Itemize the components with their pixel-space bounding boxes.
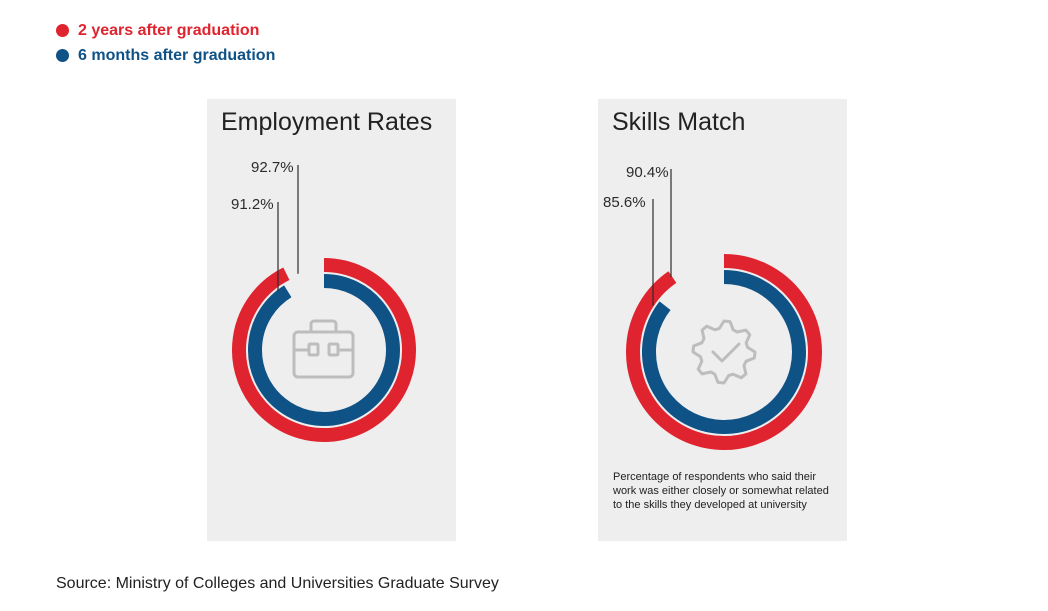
employment-6-months-value: 91.2% (231, 196, 274, 213)
legend-label-6-months: 6 months after graduation (78, 46, 276, 64)
legend-dot-6-months (56, 49, 69, 62)
legend-dot-2-years (56, 24, 69, 37)
legend: 2 years after graduation 6 months after … (56, 18, 275, 68)
skills-6-months-ring (642, 270, 806, 434)
briefcase-icon (292, 319, 355, 379)
skills-match-note: Percentage of respondents who said their… (613, 471, 829, 511)
source-note: Source: Ministry of Colleges and Univers… (56, 575, 499, 592)
skills-match-chart: 90.4% 85.6% (603, 164, 822, 450)
skills-2-years-ring (626, 254, 822, 450)
skills-match-panel: Skills Match 90.4% 85.6% Percentage of r… (598, 99, 847, 541)
employment-rates-chart: 92.7% 91.2% (231, 159, 416, 442)
skills-2-years-value: 90.4% (626, 164, 669, 181)
employment-rates-panel: Employment Rates 92.7% 91.2% (207, 99, 456, 541)
legend-label-2-years: 2 years after graduation (78, 21, 260, 39)
gear-check-icon (691, 319, 757, 385)
skills-match-title: Skills Match (612, 108, 746, 136)
legend-item-2-years: 2 years after graduation (56, 18, 275, 43)
employment-2-years-value: 92.7% (251, 159, 294, 176)
employment-2-years-ring (232, 258, 416, 442)
skills-6-months-value: 85.6% (603, 194, 646, 211)
employment-6-months-ring (248, 274, 400, 426)
employment-rates-title: Employment Rates (221, 108, 433, 136)
legend-item-6-months: 6 months after graduation (56, 43, 275, 68)
